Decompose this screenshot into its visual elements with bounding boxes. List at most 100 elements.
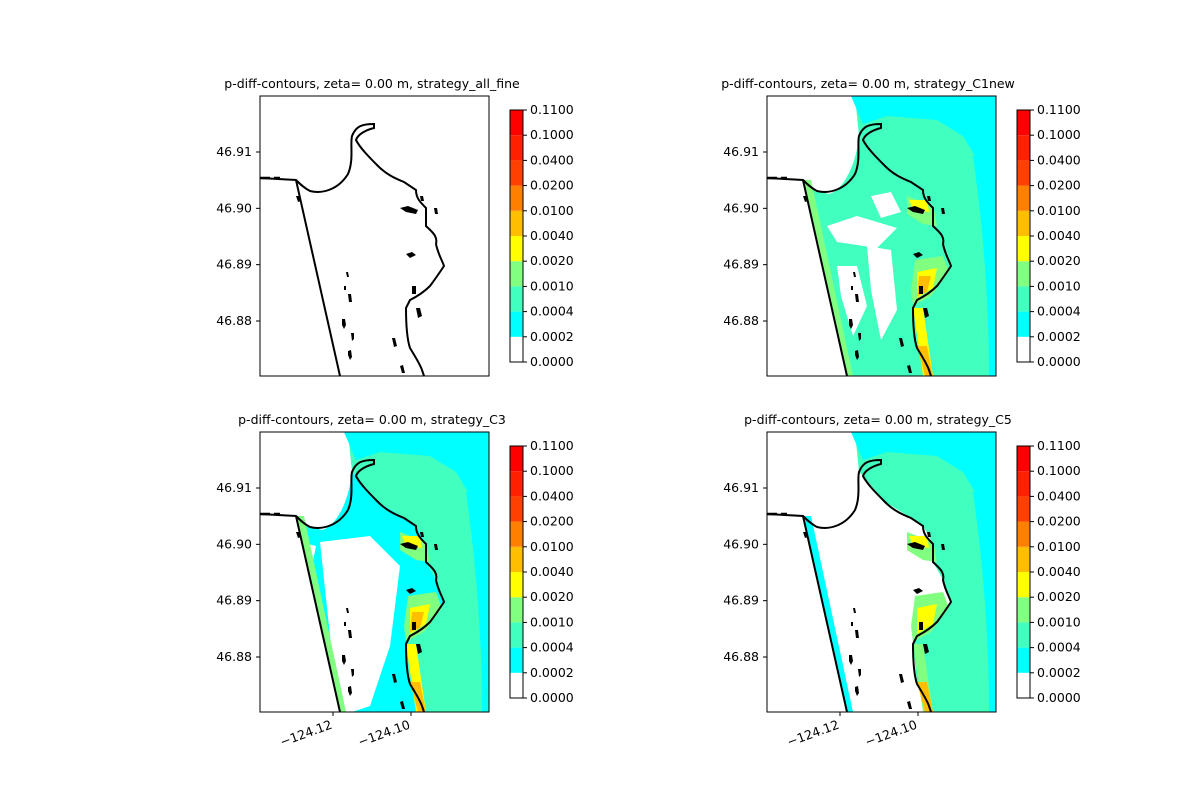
island	[400, 206, 418, 214]
colorbar-segment	[510, 672, 523, 698]
colorbar-tick-label: 0.1100	[1037, 438, 1081, 453]
ocean-contour	[855, 96, 996, 376]
panel-strategy-c5: p-diff-contours, zeta= 0.00 m, strategy_…	[723, 412, 1081, 749]
colorbar-tick-label: 0.1000	[530, 127, 574, 142]
y-tick-label: 46.90	[216, 536, 252, 551]
y-tick-label: 46.89	[723, 593, 759, 608]
colorbar-tick-label: 0.0400	[530, 488, 574, 503]
island	[400, 365, 405, 373]
island	[851, 622, 853, 626]
panel-strategy-c3: p-diff-contours, zeta= 0.00 m, strategy_…	[216, 412, 574, 749]
colorbar-segment	[510, 597, 523, 623]
colorbar-segment	[1017, 546, 1030, 572]
plot-frame	[259, 431, 490, 713]
colorbar-segment	[510, 546, 523, 572]
colorbar: 0.0000 0.0002 0.0004 0.0010 0.0020 0.0040 0.01…	[509, 102, 574, 369]
island	[849, 655, 853, 665]
colorbar-tick-label: 0.0400	[1037, 488, 1081, 503]
colorbar-tick-label: 0.0010	[530, 614, 574, 629]
island	[907, 542, 925, 550]
x-tick-label: −124.10	[863, 717, 919, 750]
colorbar-segment	[510, 521, 523, 547]
colorbar-tick-label: 0.0004	[1037, 640, 1081, 655]
island	[296, 532, 301, 538]
plot-frame	[259, 95, 490, 377]
island	[927, 532, 931, 537]
colorbar-segment	[1017, 572, 1030, 598]
colorbar-tick-label: 0.1000	[1037, 463, 1081, 478]
panel-title: p-diff-contours, zeta= 0.00 m, strategy_…	[224, 76, 520, 91]
colorbar-tick-label: 0.0002	[530, 665, 574, 680]
spit-coastline	[802, 179, 848, 376]
island	[803, 532, 808, 538]
colorbar-segment	[510, 286, 523, 312]
colorbar-segment	[1017, 521, 1030, 547]
island	[907, 701, 912, 709]
colorbar-segment	[1017, 236, 1030, 262]
colorbar-tick-label: 0.0200	[1037, 514, 1081, 529]
colorbar-segment	[510, 236, 523, 262]
colorbar-segment	[1017, 210, 1030, 236]
colorbar-segment	[510, 261, 523, 287]
colorbar-tick-label: 0.0040	[1037, 228, 1081, 243]
colorbar-tick-label: 0.0000	[1037, 690, 1081, 705]
colorbar-tick-label: 0.0010	[530, 278, 574, 293]
colorbar-segment	[510, 647, 523, 673]
x-tick-label: −124.12	[278, 717, 334, 750]
island	[855, 686, 859, 696]
island	[913, 588, 923, 594]
spit-coastline	[802, 515, 848, 712]
spit-coastline	[295, 179, 341, 376]
colorbar-tick-label: 0.0000	[1037, 354, 1081, 369]
colorbar-tick-label: 0.0000	[530, 354, 574, 369]
island	[853, 272, 856, 277]
colorbar-segment	[1017, 160, 1030, 186]
island	[348, 294, 352, 302]
y-tick-label: 46.91	[723, 144, 759, 159]
island	[919, 622, 923, 630]
island	[342, 319, 346, 329]
coastline	[260, 122, 446, 376]
panel-title: p-diff-contours, zeta= 0.00 m, strategy_…	[744, 412, 1012, 427]
colorbar-tick-label: 0.0000	[530, 690, 574, 705]
plot-frame	[766, 431, 997, 713]
colorbar-tick-label: 0.0200	[530, 178, 574, 193]
ocean-contour	[855, 432, 996, 712]
island	[392, 674, 397, 683]
colorbar-tick-label: 0.0100	[530, 203, 574, 218]
offshore-contour	[344, 432, 489, 512]
island	[855, 294, 859, 302]
island	[941, 544, 945, 550]
y-tick-label: 46.88	[216, 649, 252, 664]
colorbar-segment	[1017, 622, 1030, 648]
colorbar-segment	[510, 471, 523, 497]
colorbar-segment	[510, 496, 523, 522]
island	[855, 350, 859, 360]
bay-gap-contour	[827, 216, 897, 248]
island	[923, 644, 929, 654]
edge-contour	[973, 156, 996, 376]
colorbar-tick-label: 0.0010	[1037, 278, 1081, 293]
island	[400, 701, 405, 709]
island	[853, 608, 856, 613]
island	[412, 622, 416, 630]
colorbar-tick-label: 0.0020	[530, 253, 574, 268]
colorbar-segment	[510, 110, 523, 136]
bay-gap-contour	[837, 266, 867, 336]
colorbar-segment	[1017, 336, 1030, 362]
colorbar-segment	[510, 160, 523, 186]
island	[858, 669, 861, 677]
offshore-contour	[851, 96, 996, 176]
colorbar-tick-label: 0.0100	[530, 539, 574, 554]
colorbar-segment	[510, 210, 523, 236]
island	[412, 286, 416, 294]
colorbar-tick-label: 0.0040	[530, 228, 574, 243]
spit-contour	[296, 516, 346, 712]
island	[899, 338, 904, 347]
island	[346, 608, 349, 613]
island	[420, 532, 424, 537]
colorbar: 0.0000 0.0002 0.0004 0.0010 0.0020 0.0040 0.01…	[509, 438, 574, 705]
colorbar-tick-label: 0.0002	[1037, 329, 1081, 344]
colorbar-tick-label: 0.0004	[1037, 304, 1081, 319]
colorbar-segment	[510, 336, 523, 362]
